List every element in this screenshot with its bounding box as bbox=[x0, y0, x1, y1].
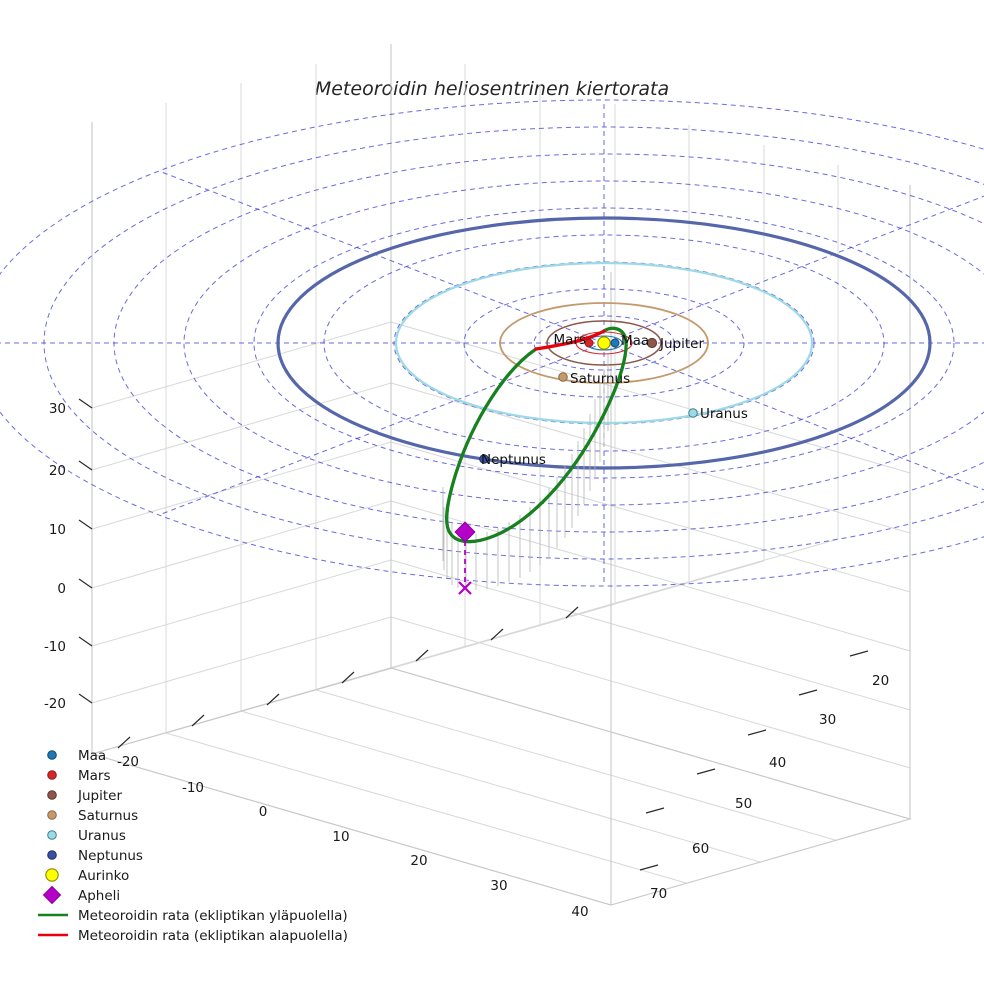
marker-uranus bbox=[688, 408, 698, 418]
legend-label-maa: Maa bbox=[78, 748, 106, 764]
legend-item-meteoroid-below[interactable]: Meteoroidin rata (ekliptikan alapuolella… bbox=[38, 928, 348, 944]
marker-neptunus bbox=[479, 454, 489, 464]
z-tick-label-1: 20 bbox=[49, 463, 66, 479]
marker-maa bbox=[610, 338, 620, 348]
legend-marker-uranus-icon bbox=[47, 830, 57, 840]
x-tick-label-5: 30 bbox=[490, 878, 507, 894]
legend-label-saturnus: Saturnus bbox=[78, 808, 138, 824]
legend-label-meteoroid-below: Meteoroidin rata (ekliptikan alapuolella… bbox=[78, 928, 348, 944]
left-wall-grid bbox=[91, 44, 392, 754]
legend-item-jupiter[interactable]: Jupiter bbox=[47, 788, 123, 804]
y-tick-label-0: 20 bbox=[872, 673, 889, 689]
z-tick-label-0: 30 bbox=[49, 401, 66, 417]
y-tick-label-5: 70 bbox=[650, 886, 667, 902]
legend-item-maa[interactable]: Maa bbox=[47, 748, 107, 764]
aphelion-group bbox=[454, 521, 476, 595]
planet-markers bbox=[479, 336, 698, 464]
marker-jupiter bbox=[646, 337, 658, 349]
legend-label-apheli: Apheli bbox=[78, 888, 120, 904]
orbit-neptunus bbox=[276, 216, 932, 470]
x-tick-label-0: -20 bbox=[117, 754, 139, 770]
legend-marker-mars-icon bbox=[47, 770, 57, 780]
legend-label-neptunus: Neptunus bbox=[78, 848, 143, 864]
legend-item-neptunus[interactable]: Neptunus bbox=[47, 848, 143, 864]
legend-label-uranus: Uranus bbox=[78, 828, 126, 844]
z-tick-label-4: -10 bbox=[44, 639, 66, 655]
y-tickmarks bbox=[639, 650, 869, 871]
legend-marker-aurinko-icon bbox=[45, 868, 59, 882]
aphelion-marker bbox=[454, 521, 476, 543]
meteoroid-droplines bbox=[442, 354, 609, 590]
legend-marker-neptunus-icon bbox=[47, 850, 57, 860]
x-tick-label-6: 40 bbox=[571, 904, 588, 920]
aphelion-projection-marker bbox=[458, 581, 472, 595]
legend-label-mars: Mars bbox=[78, 768, 111, 784]
y-tick-label-2: 40 bbox=[769, 755, 786, 771]
marker-mars bbox=[584, 338, 594, 348]
z-tick-label-3: 0 bbox=[57, 581, 66, 597]
y-axis: 20 30 40 50 60 70 bbox=[639, 650, 889, 902]
z-tickmarks bbox=[78, 398, 93, 704]
x-tick-label-3: 10 bbox=[332, 829, 349, 845]
y-tick-label-1: 30 bbox=[819, 712, 836, 728]
legend-marker-apheli-icon bbox=[42, 885, 62, 905]
marker-saturnus bbox=[558, 372, 568, 382]
z-tick-label-5: -20 bbox=[44, 696, 66, 712]
y-tick-label-3: 50 bbox=[735, 796, 752, 812]
meteoroid-orbit bbox=[444, 326, 628, 544]
legend-marker-maa-icon bbox=[47, 750, 57, 760]
marker-aurinko bbox=[597, 336, 611, 350]
legend-item-apheli[interactable]: Apheli bbox=[42, 885, 121, 905]
x-tick-label-1: -10 bbox=[182, 780, 204, 796]
y-tick-label-4: 60 bbox=[692, 841, 709, 857]
x-axis: -20 -10 0 10 20 30 40 bbox=[117, 606, 589, 920]
label-maa: Maa bbox=[621, 333, 649, 349]
legend-label-meteoroid-above: Meteoroidin rata (ekliptikan yläpuolella… bbox=[78, 908, 348, 924]
legend-marker-jupiter-icon bbox=[47, 790, 57, 800]
legend-item-meteoroid-above[interactable]: Meteoroidin rata (ekliptikan yläpuolella… bbox=[38, 908, 348, 924]
label-uranus: Uranus bbox=[700, 406, 748, 422]
legend-item-aurinko[interactable]: Aurinko bbox=[45, 868, 129, 884]
body-labels: Mars Maa Jupiter Saturnus Uranus Neptunu… bbox=[481, 332, 748, 468]
box-vertical-edges bbox=[91, 44, 911, 905]
z-tick-label-2: 10 bbox=[49, 522, 66, 538]
legend: Maa Mars Jupiter Saturnus Uranus bbox=[38, 748, 348, 944]
orbit-jupiter bbox=[546, 320, 662, 366]
axes-panes bbox=[90, 44, 912, 906]
label-neptunus: Neptunus bbox=[481, 452, 546, 468]
floor-grid-x bbox=[91, 667, 911, 906]
page-title: Meteoroidin heliosentrinen kiertorata bbox=[315, 78, 669, 100]
legend-label-jupiter: Jupiter bbox=[77, 788, 122, 804]
z-axis: 30 20 10 0 -10 -20 bbox=[44, 398, 93, 712]
x-tick-label-4: 20 bbox=[410, 853, 427, 869]
meteoroid-path-above bbox=[444, 326, 628, 544]
legend-label-aurinko: Aurinko bbox=[78, 868, 129, 884]
label-mars: Mars bbox=[553, 332, 586, 348]
label-jupiter: Jupiter bbox=[659, 336, 704, 352]
x-tick-label-2: 0 bbox=[259, 804, 268, 820]
label-saturnus: Saturnus bbox=[570, 371, 630, 387]
legend-marker-saturnus-icon bbox=[47, 810, 57, 820]
legend-item-uranus[interactable]: Uranus bbox=[47, 828, 126, 844]
legend-item-mars[interactable]: Mars bbox=[47, 768, 111, 784]
legend-item-saturnus[interactable]: Saturnus bbox=[47, 808, 138, 824]
x-tickmarks bbox=[117, 606, 579, 749]
meteoroid-path-below bbox=[534, 329, 606, 351]
